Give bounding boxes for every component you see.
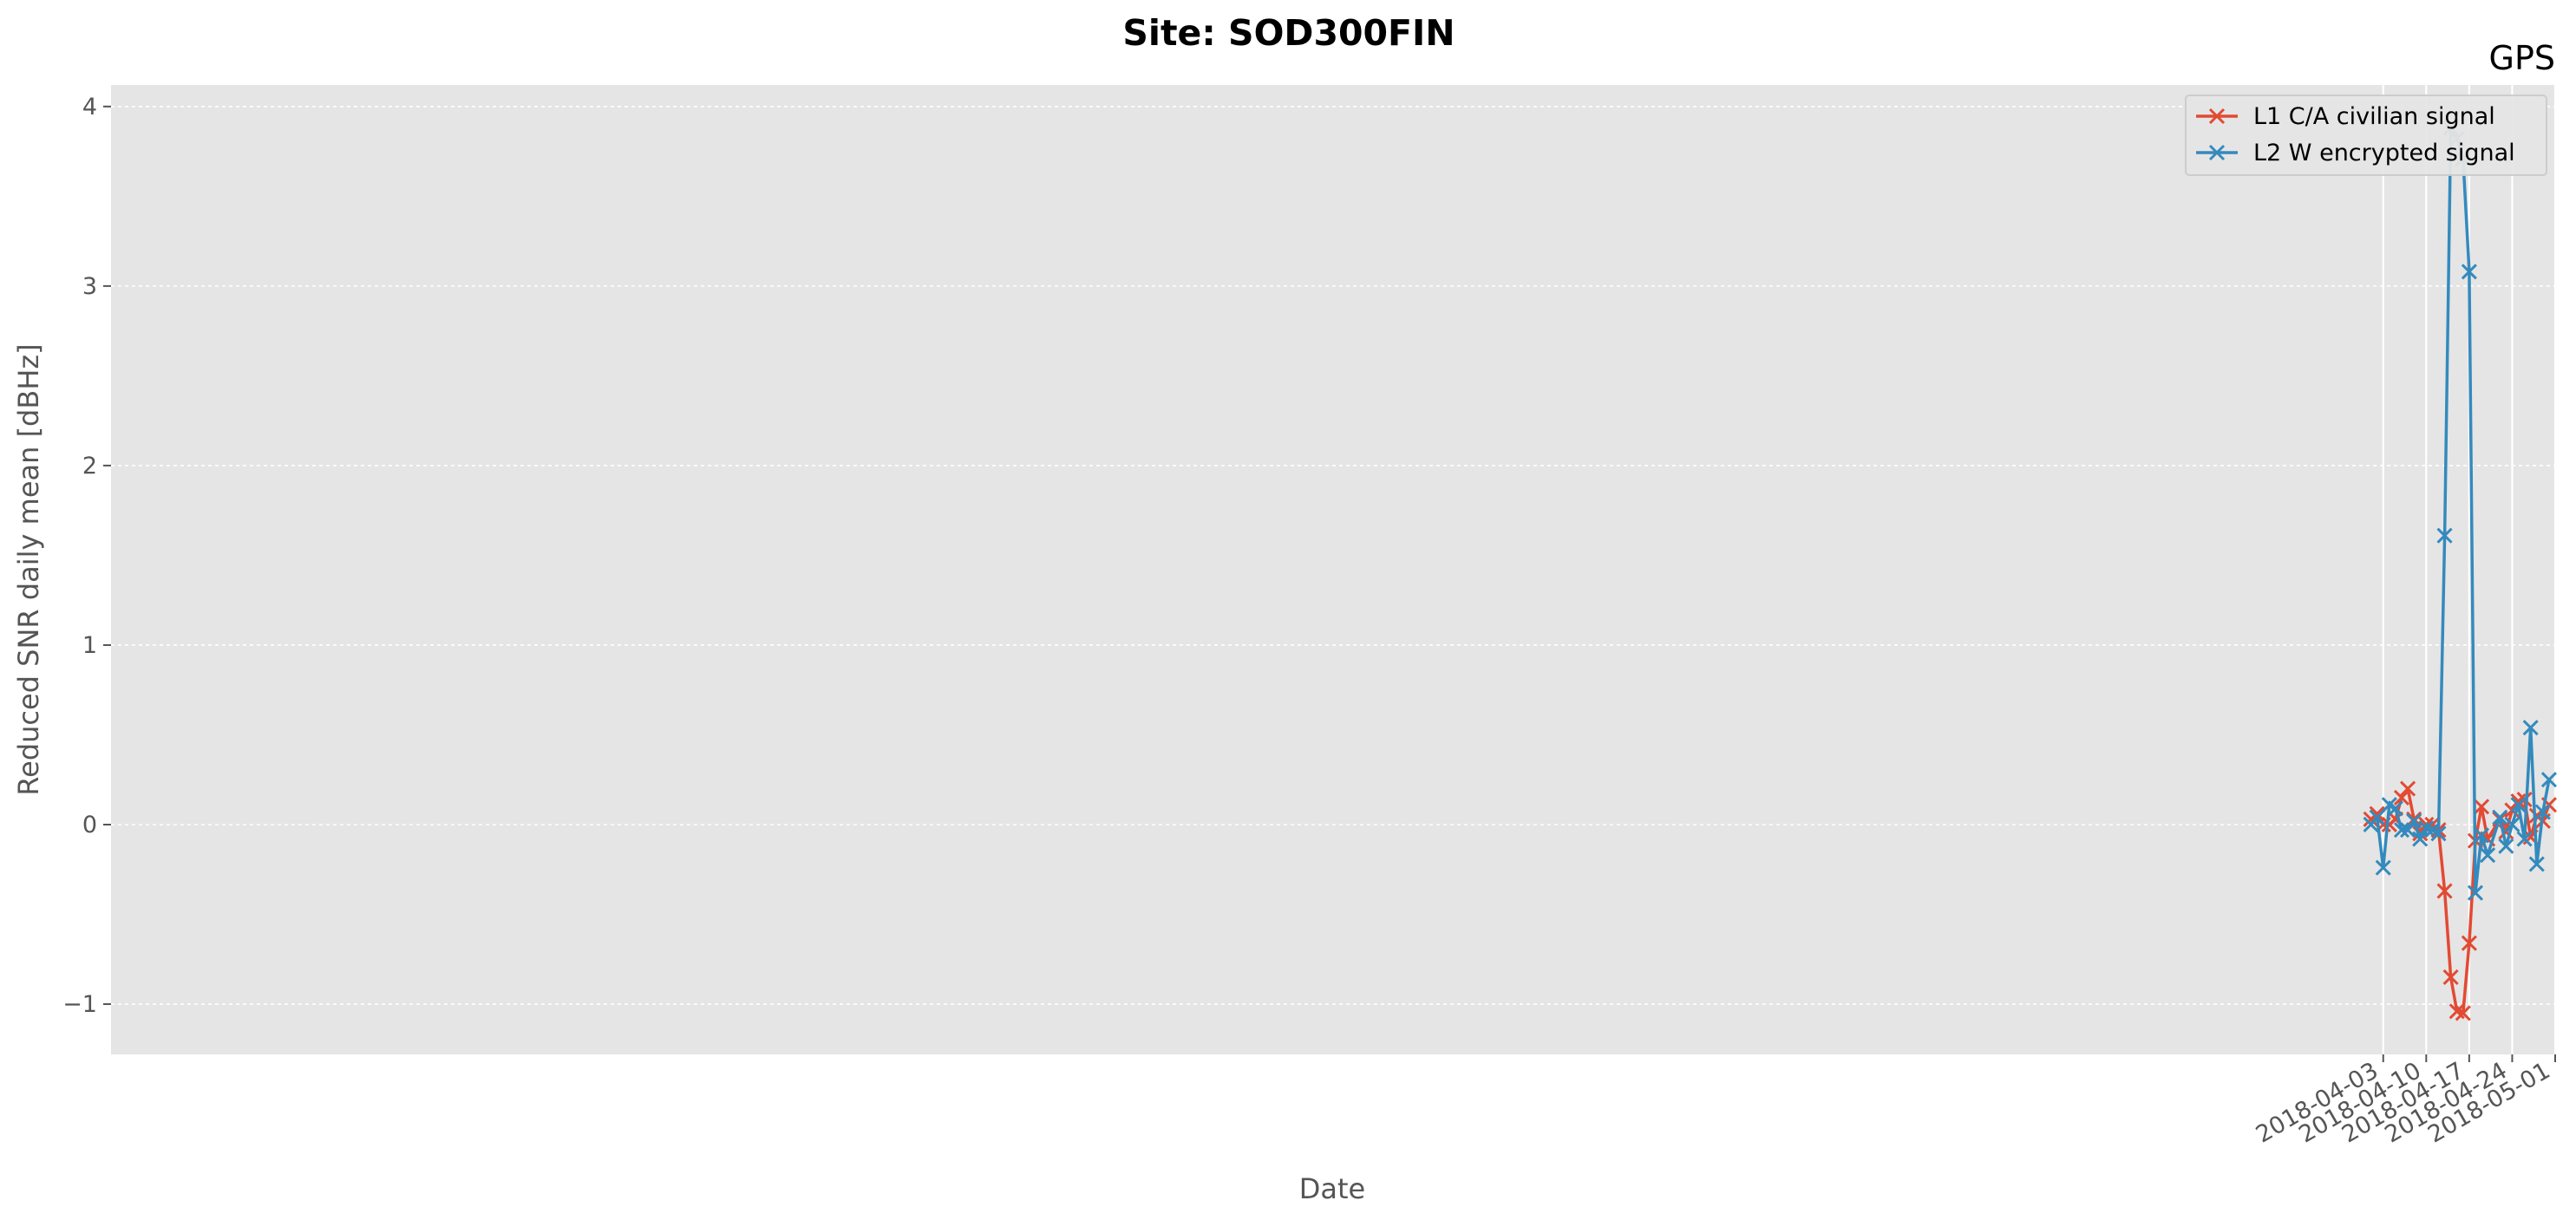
data-point-marker	[2400, 780, 2416, 797]
data-point-marker	[2430, 825, 2447, 842]
data-point-marker	[2467, 884, 2484, 901]
x-axis-label: Date	[1299, 1172, 1365, 1205]
plot-background	[111, 85, 2555, 1054]
y-tick-label: 2	[82, 453, 97, 480]
data-point-marker	[2522, 720, 2539, 736]
data-point-marker	[2369, 809, 2385, 825]
y-tick-label: −1	[62, 991, 97, 1018]
data-point-marker	[2442, 969, 2459, 986]
gridlines	[111, 85, 2557, 1054]
y-tick-label: 1	[82, 632, 97, 659]
data-point-marker	[2504, 816, 2520, 833]
data-point-marker	[2455, 1005, 2471, 1021]
data-point-marker	[2412, 831, 2429, 847]
legend-marker-l1	[2208, 108, 2226, 125]
y-tick-label: 3	[82, 273, 97, 300]
legend-marker-l2	[2208, 144, 2226, 161]
legend-label-l1: L1 C/A civilian signal	[2253, 103, 2495, 130]
data-point-marker	[2516, 831, 2533, 847]
data-point-marker	[2510, 797, 2527, 813]
data-point-marker	[2436, 527, 2453, 544]
y-tick-label: 0	[82, 812, 97, 838]
data-point-marker	[2473, 827, 2490, 844]
data-point-marker	[2400, 822, 2416, 838]
data-point-marker	[2461, 264, 2477, 280]
legend-entry-l1: L1 C/A civilian signal	[2196, 103, 2495, 130]
data-point-marker	[2480, 847, 2496, 864]
data-point-marker	[2393, 822, 2410, 838]
data-point-marker	[2528, 856, 2545, 872]
legend-box	[2185, 95, 2547, 176]
data-point-marker	[2540, 772, 2557, 788]
legend: L1 C/A civilian signal L2 W encrypted si…	[2185, 95, 2547, 176]
data-point-marker	[2375, 859, 2391, 876]
legend-label-l2: L2 W encrypted signal	[2253, 140, 2515, 166]
y-tick-label: 4	[82, 94, 97, 121]
legend-entry-l2: L2 W encrypted signal	[2196, 140, 2515, 166]
data-point-marker	[2473, 799, 2490, 815]
data-point-marker	[2393, 789, 2410, 806]
data-point-marker	[2498, 838, 2514, 854]
chart-title: Site: SOD300FIN	[1122, 12, 1455, 54]
data-point-marker	[2461, 935, 2477, 951]
data-point-marker	[2436, 883, 2453, 899]
y-axis-label: Reduced SNR daily mean [dBHz]	[12, 343, 45, 795]
y-axis-ticks: −1 0 1 2 3 4	[62, 94, 111, 1018]
x-axis-ticks: 2018-04-032018-04-102018-04-172018-04-24…	[2252, 1054, 2556, 1149]
data-point-marker	[2492, 809, 2508, 825]
data-point-marker	[2534, 804, 2551, 820]
data-point-marker	[2387, 800, 2403, 817]
corner-label: GPS	[2489, 39, 2555, 77]
data-point-marker	[2406, 812, 2422, 829]
